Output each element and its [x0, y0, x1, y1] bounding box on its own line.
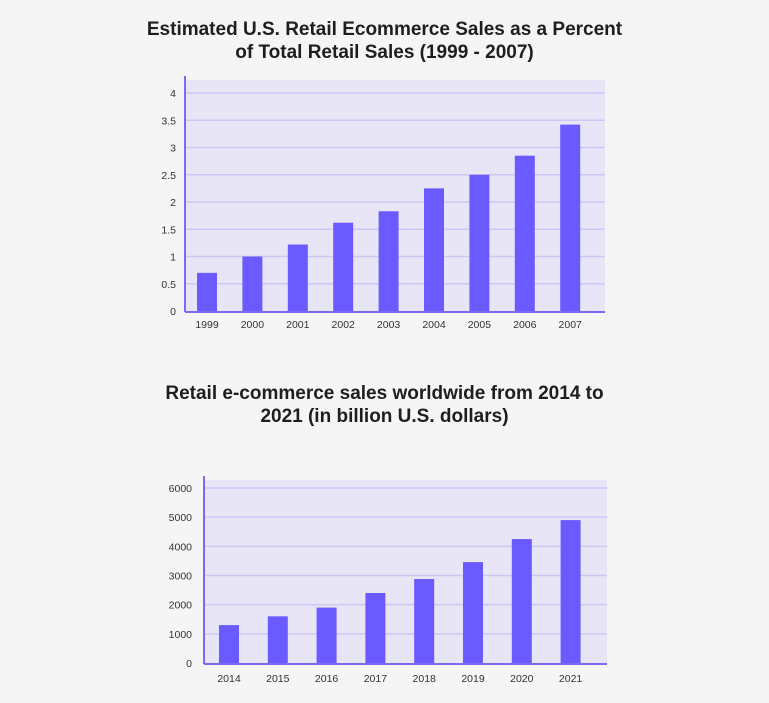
chart1-bar-2003: [378, 211, 399, 311]
chart1-x-tick-label: 2002: [332, 319, 356, 331]
chart2-title-line1: Retail e-commerce sales worldwide from 2…: [165, 383, 604, 404]
chart1-y-tick-label: 1.5: [161, 224, 176, 236]
chart2-x-tick-label: 2019: [461, 673, 485, 685]
chart2-bar-2016: [316, 607, 337, 663]
chart1-title-line1: Estimated U.S. Retail Ecommerce Sales as…: [146, 19, 623, 40]
chart1-x-tick-label: 2004: [422, 319, 446, 331]
chart2-y-tick-label: 1000: [169, 629, 193, 641]
chart2-x-tick-label: 2021: [559, 673, 583, 685]
chart1-x-tick-label: 2007: [559, 319, 583, 331]
chart1-bar-2002: [333, 222, 354, 311]
chart1-title: Estimated U.S. Retail Ecommerce Sales as…: [0, 18, 769, 64]
chart2-y-tick-label: 4000: [169, 541, 193, 553]
chart2-y-tick-label: 3000: [169, 571, 193, 583]
chart1-y-tick-label: 4: [170, 88, 176, 100]
chart2-bar-2021: [560, 520, 581, 663]
chart1-x-tick-label: 2001: [286, 319, 310, 331]
chart2-bar-2020: [511, 539, 532, 663]
chart2-title-line2: 2021 (in billion U.S. dollars): [260, 406, 509, 427]
chart2-x-tick-label: 2017: [364, 673, 388, 685]
chart2-x-tick-label: 2016: [315, 673, 339, 685]
chart1-bar-2004: [424, 188, 444, 311]
chart1-bar-2005: [469, 174, 490, 311]
chart2-x-tick-label: 2015: [266, 673, 290, 685]
chart2-plot-area: [204, 480, 607, 663]
chart1-y-tick-label: 2: [170, 197, 176, 209]
chart1-bar-2006: [514, 155, 535, 311]
chart2-bar-2015: [267, 616, 288, 663]
chart2-bar-2019: [463, 562, 483, 663]
chart1-bar-2007: [560, 124, 581, 311]
chart1-y-tick-label: 2.5: [161, 170, 176, 182]
chart2-x-tick-label: 2020: [510, 673, 534, 685]
chart2-y-tick-label: 6000: [169, 483, 193, 495]
chart1-x-tick-label: 1999: [195, 319, 219, 331]
chart2-bar-2014: [219, 625, 239, 663]
chart2-title: Retail e-commerce sales worldwide from 2…: [0, 382, 769, 428]
chart1-bar-1999: [197, 272, 217, 311]
chart1-x-tick-label: 2005: [468, 319, 492, 331]
chart1-x-tick-label: 2006: [513, 319, 537, 331]
chart1-bar-2000: [242, 256, 263, 311]
chart2-x-tick-label: 2018: [413, 673, 437, 685]
chart1-y-tick-label: 0.5: [161, 279, 176, 291]
chart1-y-tick-label: 1: [170, 252, 176, 264]
chart1-y-tick-label: 0: [170, 306, 176, 318]
chart2-y-tick-label: 5000: [169, 512, 193, 524]
chart1-bar-2001: [287, 244, 308, 311]
chart2-bar-2017: [365, 593, 386, 663]
chart1-y-tick-label: 3.5: [161, 115, 176, 127]
chart2-bar-2018: [414, 579, 435, 663]
chart1-x-tick-label: 2000: [241, 319, 265, 331]
chart2-x-tick-label: 2014: [217, 673, 241, 685]
chart2-y-tick-label: 2000: [169, 600, 193, 612]
chart1-title-line2: of Total Retail Sales (1999 - 2007): [235, 42, 534, 63]
chart2-y-tick-label: 0: [186, 658, 192, 670]
chart1-y-tick-label: 3: [170, 143, 176, 155]
chart1-x-tick-label: 2003: [377, 319, 401, 331]
